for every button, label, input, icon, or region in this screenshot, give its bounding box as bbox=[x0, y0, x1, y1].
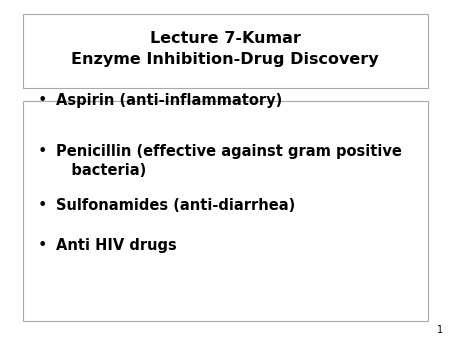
Text: •: • bbox=[38, 144, 47, 159]
Text: Anti HIV drugs: Anti HIV drugs bbox=[56, 238, 177, 253]
Text: •: • bbox=[38, 198, 47, 213]
Text: Sulfonamides (anti-diarrhea): Sulfonamides (anti-diarrhea) bbox=[56, 198, 296, 213]
Text: •: • bbox=[38, 238, 47, 253]
FancyBboxPatch shape bbox=[22, 14, 427, 88]
Text: 1: 1 bbox=[437, 324, 443, 335]
FancyBboxPatch shape bbox=[22, 101, 427, 321]
Text: Penicillin (effective against gram positive
   bacteria): Penicillin (effective against gram posit… bbox=[56, 144, 402, 178]
Text: Lecture 7-Kumar
Enzyme Inhibition-Drug Discovery: Lecture 7-Kumar Enzyme Inhibition-Drug D… bbox=[71, 31, 379, 67]
Text: Aspirin (anti-inflammatory): Aspirin (anti-inflammatory) bbox=[56, 93, 283, 108]
Text: •: • bbox=[38, 93, 47, 108]
